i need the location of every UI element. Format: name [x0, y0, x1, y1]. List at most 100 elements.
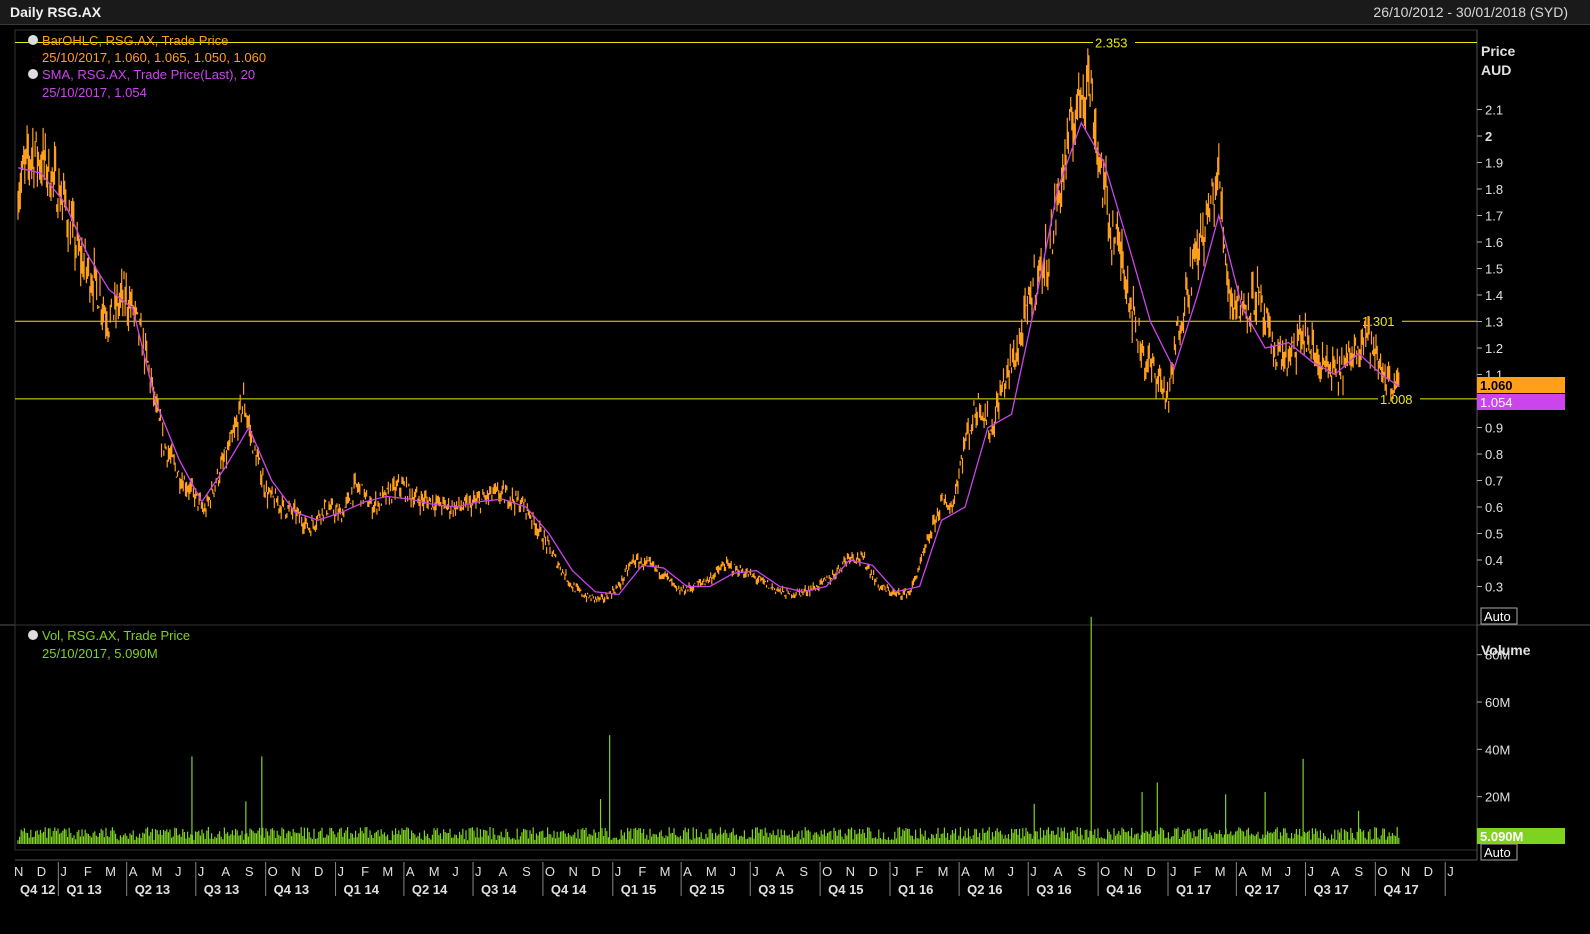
quarter-tick-label: Q3 17: [1313, 882, 1348, 897]
hline-label: 1.008: [1380, 392, 1413, 407]
price-tick-label: 0.7: [1485, 474, 1503, 489]
month-tick-label: O: [268, 864, 278, 879]
ohlc-bars[interactable]: [17, 48, 1400, 604]
date-range: 26/10/2012 - 30/01/2018 (SYD): [1373, 4, 1568, 20]
price-tick-label: 1.9: [1485, 156, 1503, 171]
month-tick-label: N: [568, 864, 577, 879]
month-tick-label: A: [1331, 864, 1340, 879]
legend-toggle-icon[interactable]: [28, 630, 38, 640]
price-tick-label: 1.4: [1485, 288, 1503, 303]
month-tick-label: J: [475, 864, 482, 879]
quarter-tick-label: Q4 16: [1106, 882, 1141, 897]
quarter-tick-label: Q1 17: [1176, 882, 1211, 897]
quarter-tick-label: Q4 12: [20, 882, 55, 897]
month-tick-label: M: [706, 864, 717, 879]
month-tick-label: J: [752, 864, 759, 879]
month-tick-label: O: [1100, 864, 1110, 879]
month-tick-label: A: [129, 864, 138, 879]
price-auto-button[interactable]: Auto: [1480, 607, 1518, 625]
last-volume-tag: 5.090M: [1477, 828, 1565, 844]
month-tick-label: N: [846, 864, 855, 879]
hline-label-bg: [1093, 34, 1135, 50]
price-tick-label: 1.8: [1485, 182, 1503, 197]
month-tick-label: S: [799, 864, 808, 879]
month-tick-label: O: [1377, 864, 1387, 879]
sma-tag: 1.054: [1477, 394, 1565, 410]
sma-legend-values: 25/10/2017, 1.054: [42, 85, 147, 100]
month-tick-label: M: [151, 864, 162, 879]
volume-layer: [17, 616, 1400, 844]
month-tick-label: J: [1447, 864, 1454, 879]
month-tick-label: J: [1307, 864, 1314, 879]
volume-auto-button[interactable]: Auto: [1480, 843, 1518, 861]
price-tick-label: 0.3: [1485, 580, 1503, 595]
month-tick-label: M: [660, 864, 671, 879]
quarter-tick-label: Q4 14: [551, 882, 587, 897]
price-tick-label: 2: [1485, 129, 1492, 144]
month-tick-label: J: [1030, 864, 1037, 879]
sma-value: 1.054: [1480, 395, 1513, 410]
quarter-tick-label: Q1 14: [344, 882, 380, 897]
chart-title: Daily RSG.AX: [10, 4, 102, 20]
price-layer: 2.353 1.301 1.008: [15, 34, 1477, 604]
price-tick-label: 1.7: [1485, 209, 1503, 224]
month-tick-label: A: [683, 864, 692, 879]
price-tick-label: 0.9: [1485, 421, 1503, 436]
month-tick-label: M: [1261, 864, 1272, 879]
quarter-tick-label: Q4 13: [274, 882, 309, 897]
price-tick-label: 0.8: [1485, 447, 1503, 462]
volume-tick-label: 20M: [1485, 790, 1510, 805]
month-tick-label: F: [361, 864, 369, 879]
month-tick-label: A: [221, 864, 230, 879]
month-tick-label: S: [245, 864, 254, 879]
quarter-tick-label: Q4 15: [828, 882, 863, 897]
ohlc-legend-title: BarOHLC, RSG.AX, Trade Price: [42, 33, 228, 48]
price-tick-label: 0.4: [1485, 553, 1503, 568]
quarter-tick-label: Q3 16: [1036, 882, 1071, 897]
price-tick-label: 0.6: [1485, 500, 1503, 515]
last-volume-value: 5.090M: [1480, 829, 1523, 844]
axis-layer: 0.30.40.50.60.70.80.911.11.21.31.41.51.6…: [14, 103, 1510, 898]
quarter-tick-label: Q2 14: [412, 882, 448, 897]
legend-toggle-icon[interactable]: [28, 35, 38, 45]
month-tick-label: O: [822, 864, 832, 879]
volume-legend-values: 25/10/2017, 5.090M: [42, 646, 158, 661]
month-tick-label: J: [892, 864, 899, 879]
volume-tick-label: 40M: [1485, 742, 1510, 757]
month-tick-label: A: [499, 864, 508, 879]
price-tick-label: 0.5: [1485, 527, 1503, 542]
sma-line[interactable]: [17, 121, 1400, 596]
month-tick-label: D: [1146, 864, 1155, 879]
quarter-tick-label: Q2 16: [967, 882, 1002, 897]
last-price-value: 1.060: [1480, 378, 1513, 393]
month-tick-label: F: [84, 864, 92, 879]
last-price-tag: 1.060: [1477, 377, 1565, 393]
legend-toggle-icon[interactable]: [28, 69, 38, 79]
month-tick-label: D: [314, 864, 323, 879]
month-tick-label: N: [291, 864, 300, 879]
volume-legend: Vol, RSG.AX, Trade Price 25/10/2017, 5.0…: [28, 628, 190, 661]
month-tick-label: A: [406, 864, 415, 879]
month-tick-label: D: [868, 864, 877, 879]
hline-label: 2.353: [1095, 35, 1128, 50]
month-tick-label: J: [175, 864, 182, 879]
month-tick-label: A: [1238, 864, 1247, 879]
quarter-tick-label: Q4 17: [1383, 882, 1418, 897]
month-tick-label: N: [1401, 864, 1410, 879]
month-tick-label: J: [1170, 864, 1177, 879]
title-bar: Daily RSG.AX 26/10/2012 - 30/01/2018 (SY…: [0, 0, 1590, 25]
quarter-tick-label: Q3 15: [758, 882, 793, 897]
month-tick-label: J: [1007, 864, 1014, 879]
month-tick-label: J: [1285, 864, 1292, 879]
month-tick-label: M: [1215, 864, 1226, 879]
volume-bars[interactable]: [17, 827, 1400, 844]
month-tick-label: S: [1077, 864, 1086, 879]
month-tick-label: J: [729, 864, 736, 879]
quarter-tick-label: Q2 13: [135, 882, 170, 897]
volume-panel-frame: [14, 624, 1478, 851]
volume-auto-label: Auto: [1484, 845, 1511, 860]
price-tick-label: 1.6: [1485, 235, 1503, 250]
price-tick-label: 1.5: [1485, 262, 1503, 277]
